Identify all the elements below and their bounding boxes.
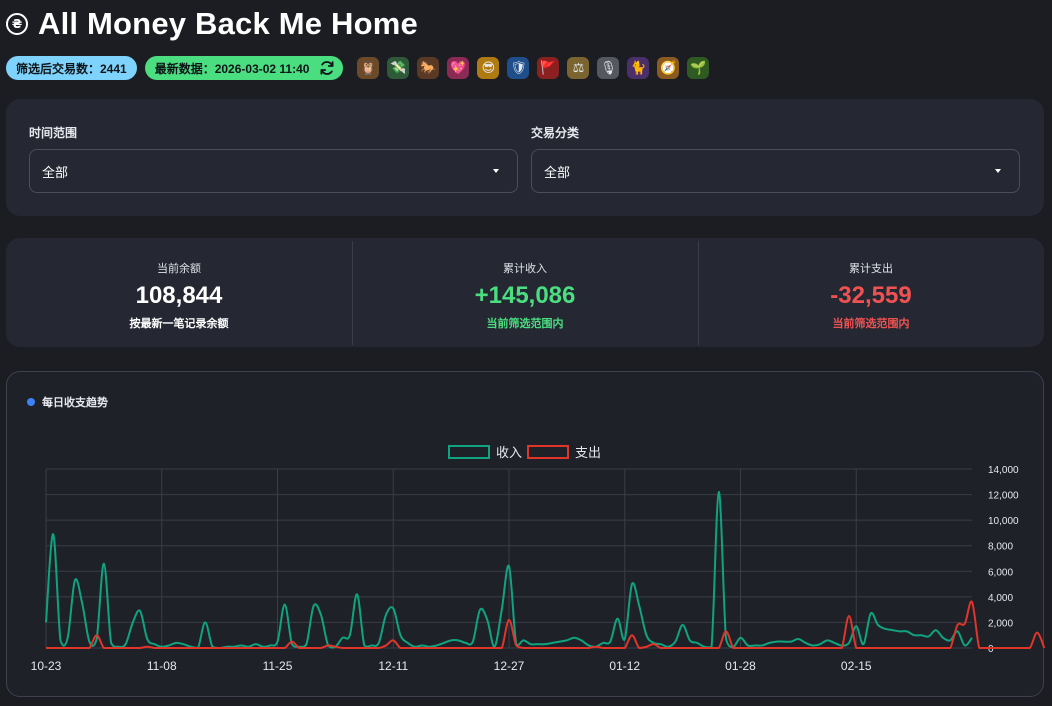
balance-value: 108,844 — [135, 282, 223, 309]
y-tick-label: 0 — [988, 644, 994, 655]
transaction-count-text: 筛选后交易数：2441 — [16, 61, 127, 76]
category-select[interactable]: 全部 — [531, 149, 1020, 193]
sparkling-heart-icon: 💖 — [447, 57, 470, 79]
balance-scale-icon: ⚖ — [567, 57, 590, 79]
daily-trend-chart[interactable]: 0 2,000 4,000 6,000 8,000 10,000 12,000 14,000 1… — [7, 372, 1045, 698]
sunglasses-face-icon: 😎 — [477, 57, 500, 79]
x-tick-label: 12-27 — [494, 659, 525, 673]
stats-panel: 当前余额 108,844 按最新一笔记录余额 累计收入 +145,086 当前筛… — [6, 238, 1044, 347]
chart-heading: 每日收支趋势 — [27, 394, 108, 410]
y-tick-label: 14,000 — [988, 465, 1019, 476]
time-range-select[interactable]: 全部 — [29, 149, 518, 193]
legend-label-income: 收入 — [496, 445, 522, 460]
black-cat-icon: 🐈 — [627, 57, 650, 79]
time-range-label: 时间范围 — [29, 126, 78, 140]
balance-sub: 按最新一笔记录余额 — [129, 318, 229, 330]
x-tick-label: 12-11 — [378, 659, 408, 673]
owl-icon: 🦉 — [357, 57, 380, 79]
category-label: 交易分类 — [531, 126, 580, 140]
compass-icon: 🧭 — [657, 57, 680, 79]
transaction-count-badge: 筛选后交易数：2441 — [6, 56, 137, 80]
y-tick-label: 2,000 — [988, 618, 1013, 629]
blue-dot-icon — [27, 398, 35, 406]
latest-data-badge[interactable]: 最新数据：2026-03-02 11:40 — [144, 56, 344, 80]
y-tick-label: 6,000 — [988, 567, 1013, 578]
income-label: 累计收入 — [503, 263, 547, 275]
status-bar: 筛选后交易数：2441 最新数据：2026-03-02 11:40 🦉 💸 🐎 💖 😎 🛡… — [6, 55, 717, 81]
time-range-value: 全部 — [42, 164, 69, 180]
emoji-icon-row: 🦉 💸 🐎 💖 😎 🛡 🚩 ⚖ 🎙 🐈 🧭 🌱 — [357, 57, 717, 79]
balance-stat: 当前余额 108,844 按最新一笔记录余额 — [6, 238, 352, 347]
latest-data-text: 最新数据：2026-03-02 11:40 — [154, 61, 310, 76]
legend-swatch-income — [448, 445, 490, 459]
daily-trend-chart-card: 每日收支趋势 0 2,000 4,000 6,000 8,000 10,000 12,000… — [6, 371, 1045, 698]
expense-sub: 当前筛选范围内 — [832, 318, 910, 330]
y-tick-label: 4,000 — [988, 593, 1013, 604]
series-line-expense — [46, 600, 1045, 649]
x-tick-label: 11-25 — [263, 659, 293, 673]
filter-panel: 时间范围 全部 交易分类 全部 — [6, 99, 1044, 216]
flag-icon: 🚩 — [537, 57, 560, 79]
chevron-down-icon — [493, 169, 499, 173]
expense-stat: 累计支出 -32,559 当前筛选范围内 — [698, 238, 1044, 347]
legend-swatch-expense — [527, 445, 569, 459]
x-tick-label: 02-15 — [841, 659, 872, 673]
chart-title: 每日收支趋势 — [42, 397, 108, 409]
chevron-down-icon — [995, 169, 1001, 173]
income-value: +145,086 — [474, 282, 576, 309]
x-tick-label: 11-08 — [147, 659, 177, 673]
y-tick-label: 10,000 — [988, 516, 1019, 527]
legend-label-expense: 支出 — [575, 445, 601, 460]
income-stat: 累计收入 +145,086 当前筛选范围内 — [352, 238, 698, 347]
balance-label: 当前余额 — [157, 263, 201, 275]
refresh-icon[interactable] — [319, 60, 335, 76]
horse-icon: 🐎 — [417, 57, 440, 79]
page-title: All Money Back Me Home — [38, 6, 418, 41]
expense-value: -32,559 — [830, 282, 912, 309]
shield-icon: 🛡 — [507, 57, 530, 79]
y-tick-label: 12,000 — [988, 491, 1019, 502]
microphone-icon: 🎙 — [597, 57, 620, 79]
x-tick-label: 10-23 — [31, 659, 62, 673]
x-tick-label: 01-12 — [609, 659, 640, 673]
expense-label: 累计支出 — [849, 263, 893, 275]
y-tick-label: 8,000 — [988, 542, 1013, 553]
seedling-icon: 🌱 — [687, 57, 710, 79]
title-bar: ₴ All Money Back Me Home — [6, 4, 418, 44]
category-value: 全部 — [544, 164, 571, 180]
income-sub: 当前筛选范围内 — [486, 318, 564, 330]
currency-circle-icon: ₴ — [6, 13, 28, 35]
x-tick-label: 01-28 — [725, 659, 756, 673]
money-wings-icon: 💸 — [387, 57, 410, 79]
